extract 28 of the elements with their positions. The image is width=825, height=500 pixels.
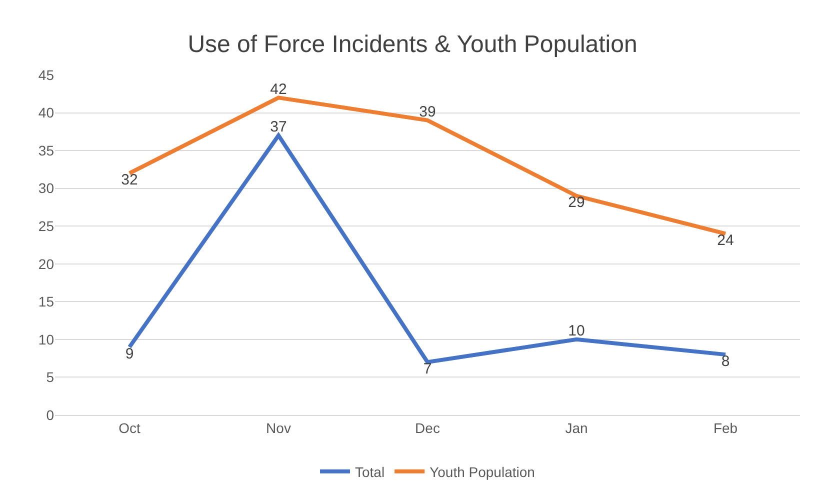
y-tick-label: 25 [38,218,54,234]
y-tick-label: 40 [38,104,54,121]
data-label: 42 [270,80,287,98]
y-tick-label: 5 [46,369,54,386]
x-tick-label: Dec [415,420,440,436]
chart-title: Use of Force Incidents & Youth Population [188,30,638,58]
y-tick-label: 10 [38,331,54,348]
data-label: 37 [270,118,287,136]
data-label: 10 [568,322,585,340]
data-label: 24 [717,232,734,249]
y-tick-label: 35 [38,142,54,158]
data-label: 39 [419,104,436,121]
y-tick-label: 20 [38,256,54,272]
data-label: 29 [568,194,585,212]
y-tick-label: 15 [38,294,54,310]
y-tick-label: 30 [38,180,54,196]
legend-label: Total [355,464,385,480]
y-tick-label: 0 [46,406,54,423]
data-label: 9 [125,345,134,362]
data-label: 32 [121,171,138,188]
x-tick-label: Nov [266,420,291,436]
legend-label: Youth Population [430,464,535,480]
x-tick-label: Jan [565,420,588,436]
x-tick-label: Oct [118,420,140,436]
data-label: 8 [721,352,730,370]
x-tick-label: Feb [713,420,738,436]
y-tick-label: 45 [38,66,54,83]
data-label: 7 [423,360,432,378]
